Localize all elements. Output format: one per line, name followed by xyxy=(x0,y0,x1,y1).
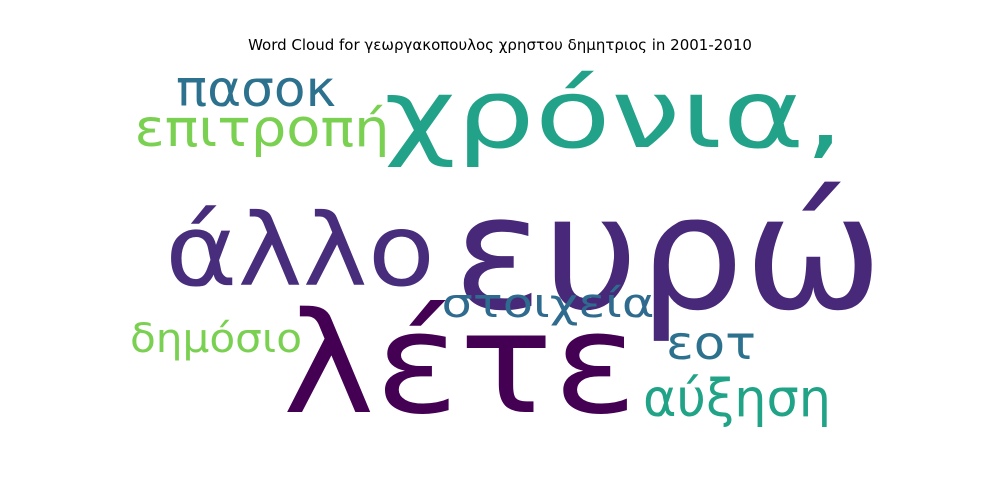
word-6: πασοκ xyxy=(176,60,336,118)
word-5: επιτροπή xyxy=(135,99,390,159)
word-3: χρόνια, xyxy=(384,60,844,170)
word-4: άλλο xyxy=(165,192,435,309)
word-7: στοιχεία xyxy=(442,281,655,327)
word-9: αύξηση xyxy=(643,369,831,429)
word-2: λέτε xyxy=(283,283,638,446)
word-10: δημόσιο xyxy=(130,316,302,362)
word-1: ευρώ xyxy=(453,162,883,346)
word-8: εοτ xyxy=(666,316,756,370)
chart-title: Word Cloud for γεωργακοπουλος χρηστου δη… xyxy=(248,36,752,54)
